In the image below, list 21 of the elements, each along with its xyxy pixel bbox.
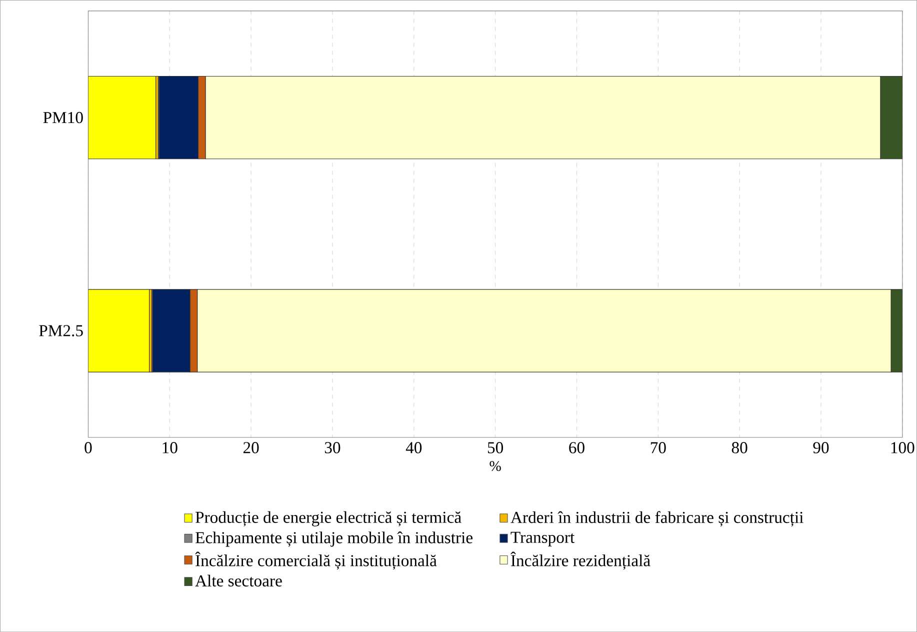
y-tick-label: PM10 [43, 112, 83, 124]
y-tick-label: PM2.5 [39, 325, 83, 336]
legend-label: Încălzire comercială și instituțională [195, 552, 437, 570]
legend-label: Transport [510, 532, 575, 546]
legend-label: Producție de energie electrică și termică [196, 511, 462, 526]
x-tick-label: 30 [324, 442, 340, 454]
x-tick-label: 90 [813, 442, 829, 454]
x-tick-label: 60 [569, 442, 584, 454]
legend-label: Încălzire rezidențială [510, 552, 650, 570]
x-tick-label: 10 [162, 442, 178, 454]
x-axis-title: % [490, 461, 501, 471]
x-tick-label: 40 [406, 442, 422, 454]
x-tick-label: 20 [243, 442, 259, 454]
legend-label: Echipamente și utilaje mobile în industrie [196, 531, 472, 547]
x-tick-label: 50 [488, 442, 504, 454]
legend-label: Alte sectoare [195, 574, 282, 586]
x-tick-label: 0 [84, 442, 92, 454]
x-tick-label: 70 [650, 442, 666, 454]
x-tick-label: 100 [891, 442, 914, 454]
x-tick-label: 80 [732, 442, 748, 454]
legend-label: Arderi în industrii de fabricare și construcții [510, 511, 804, 526]
